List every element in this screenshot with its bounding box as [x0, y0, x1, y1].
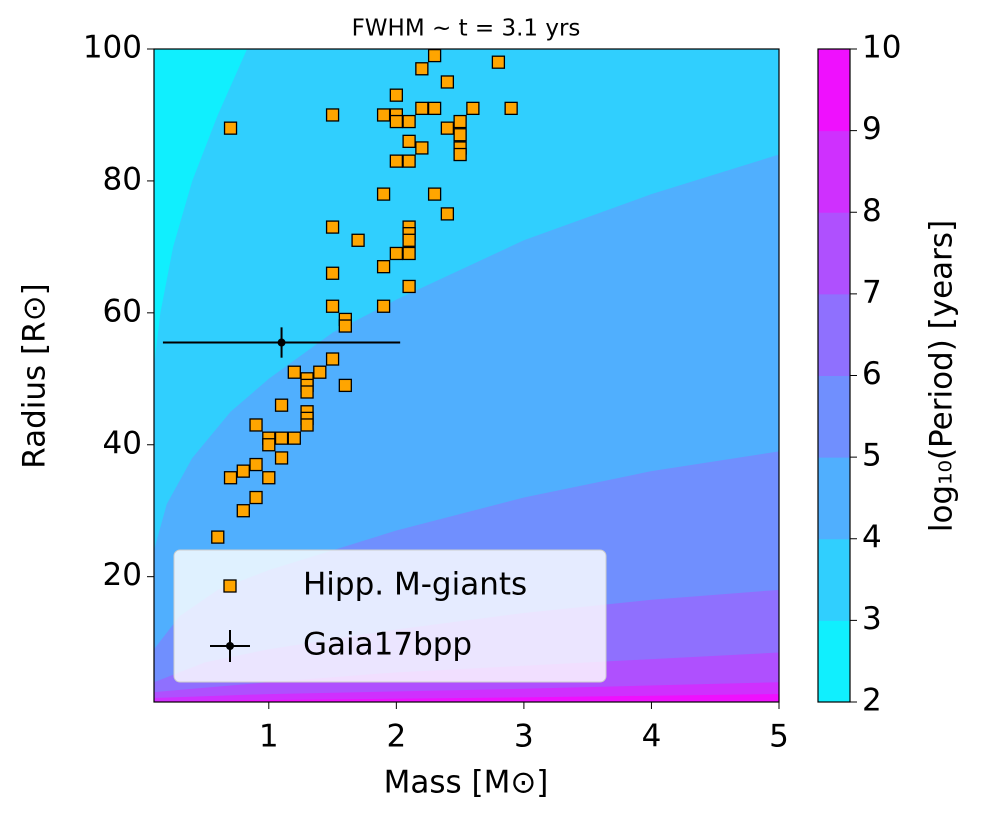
point — [427, 49, 442, 63]
colorbar-tick-label: 10 — [862, 30, 901, 66]
y-tick-label: 40 — [103, 425, 142, 461]
colorbar-tick-label: 9 — [862, 111, 882, 147]
point — [402, 114, 416, 129]
point — [277, 338, 286, 347]
point — [300, 385, 314, 399]
point — [453, 114, 467, 129]
point — [376, 299, 391, 313]
y-axis-label: Radius [R⊙] — [17, 283, 53, 469]
point — [427, 101, 442, 116]
point — [402, 279, 416, 294]
point — [274, 451, 289, 465]
point — [338, 319, 352, 333]
point — [351, 233, 365, 247]
point — [466, 101, 480, 116]
point — [325, 299, 340, 313]
point — [325, 352, 340, 366]
point — [427, 187, 442, 201]
colorbar-tick-label: 3 — [862, 601, 882, 637]
x-axis-label: Mass [M⊙] — [384, 765, 549, 801]
colorbar-band — [818, 620, 850, 703]
colorbar-band — [818, 293, 850, 376]
point — [274, 398, 289, 412]
colorbar-band — [818, 49, 850, 132]
x-tick-label: 3 — [514, 719, 534, 755]
point — [402, 233, 416, 247]
point — [440, 207, 455, 221]
colorbar-tick-label: 7 — [862, 274, 882, 310]
point — [325, 220, 340, 234]
x-tick-label: 1 — [259, 719, 279, 755]
colorbar-band — [818, 375, 850, 458]
point — [236, 504, 250, 518]
colorbar-band — [818, 538, 850, 621]
contour-band — [154, 694, 779, 702]
legend-label: Gaia17bpp — [303, 627, 472, 663]
y-tick-label: 60 — [103, 293, 142, 329]
point — [491, 55, 506, 69]
point — [262, 438, 276, 452]
colorbar-tick-label: 2 — [862, 683, 882, 719]
point — [287, 431, 301, 445]
colorbar-band — [818, 130, 850, 213]
point — [223, 121, 238, 135]
legend-box — [173, 549, 607, 683]
y-tick-label: 80 — [103, 161, 142, 197]
point — [453, 147, 467, 162]
legend: Hipp. M-giants Gaia17bpp — [173, 549, 607, 683]
colorbar-band — [818, 212, 850, 295]
colorbar-tick-label: 4 — [862, 519, 882, 555]
point — [236, 464, 250, 478]
point — [325, 266, 340, 280]
point — [287, 365, 301, 379]
point — [223, 471, 238, 485]
y-tick-label: 100 — [83, 30, 142, 66]
point — [415, 62, 429, 76]
point — [504, 101, 518, 116]
point — [389, 88, 403, 102]
point — [389, 114, 403, 129]
point — [300, 418, 314, 432]
point — [440, 75, 455, 89]
point — [249, 490, 263, 505]
colorbar-label: log₁₀(Period) [years] — [924, 220, 960, 532]
point — [376, 260, 391, 274]
point — [402, 246, 416, 261]
colorbar-tick-label: 8 — [862, 193, 882, 229]
legend-marker — [223, 579, 237, 593]
point — [376, 108, 391, 122]
point — [376, 187, 391, 201]
x-tick-label: 4 — [642, 719, 662, 755]
colorbar-band — [818, 457, 850, 540]
point — [249, 418, 263, 432]
x-tick-label: 2 — [386, 719, 406, 755]
colorbar-tick-label: 6 — [862, 356, 882, 392]
legend-label: Hipp. M-giants — [303, 567, 527, 603]
point — [402, 134, 416, 148]
point — [338, 378, 352, 393]
point — [262, 471, 276, 485]
point — [453, 128, 467, 142]
legend-marker — [226, 642, 234, 650]
colorbar-tick-label: 5 — [862, 438, 882, 474]
point — [211, 530, 225, 544]
point — [249, 457, 263, 472]
point — [402, 154, 416, 168]
y-tick-label: 20 — [103, 557, 142, 593]
point — [274, 431, 289, 445]
point — [313, 365, 327, 379]
point — [389, 154, 403, 168]
point — [415, 101, 429, 116]
point — [325, 108, 340, 122]
point — [389, 246, 403, 261]
point — [440, 121, 455, 135]
plot-frame — [153, 48, 780, 703]
point — [415, 141, 429, 155]
x-tick-label: 5 — [769, 719, 789, 755]
chart-title: FWHM ∼ t = 3.1 yrs — [352, 16, 581, 42]
